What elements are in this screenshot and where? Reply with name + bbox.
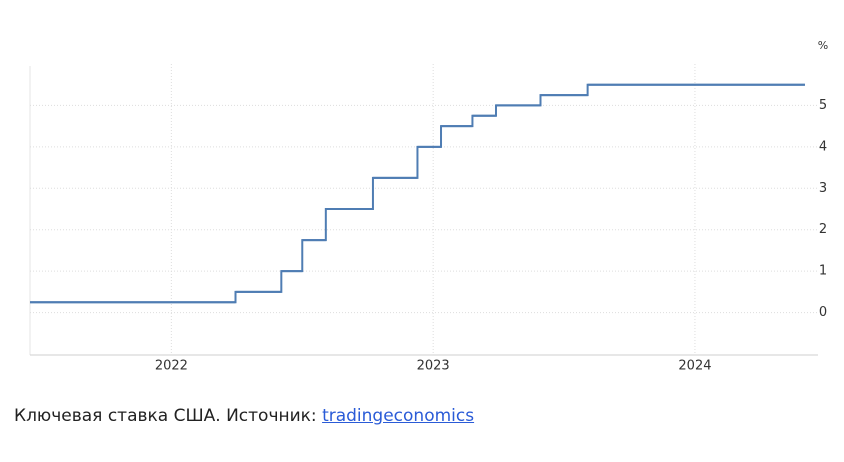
y-tick-label: 0 bbox=[819, 305, 827, 320]
y-tick-label: 2 bbox=[819, 222, 827, 237]
caption-text: Ключевая ставка США. Источник: bbox=[14, 406, 323, 426]
y-tick-label: 5 bbox=[819, 98, 827, 113]
step-connector bbox=[30, 83, 805, 304]
y-tick-label: 4 bbox=[819, 139, 827, 154]
y-unit: % bbox=[818, 39, 828, 52]
chart: % 0 1 2 3 4 5 2022 2023 2024 bbox=[29, 39, 828, 374]
x-tick-label: 2024 bbox=[678, 359, 711, 374]
y-tick-label: 1 bbox=[819, 264, 827, 279]
y-tick-label: 3 bbox=[819, 181, 827, 196]
x-tick-label: 2023 bbox=[417, 359, 450, 374]
caption: Ключевая ставка США. Источник: tradingec… bbox=[14, 406, 474, 426]
x-tick-label: 2022 bbox=[155, 359, 188, 374]
source-link[interactable]: tradingeconomics bbox=[322, 406, 475, 426]
